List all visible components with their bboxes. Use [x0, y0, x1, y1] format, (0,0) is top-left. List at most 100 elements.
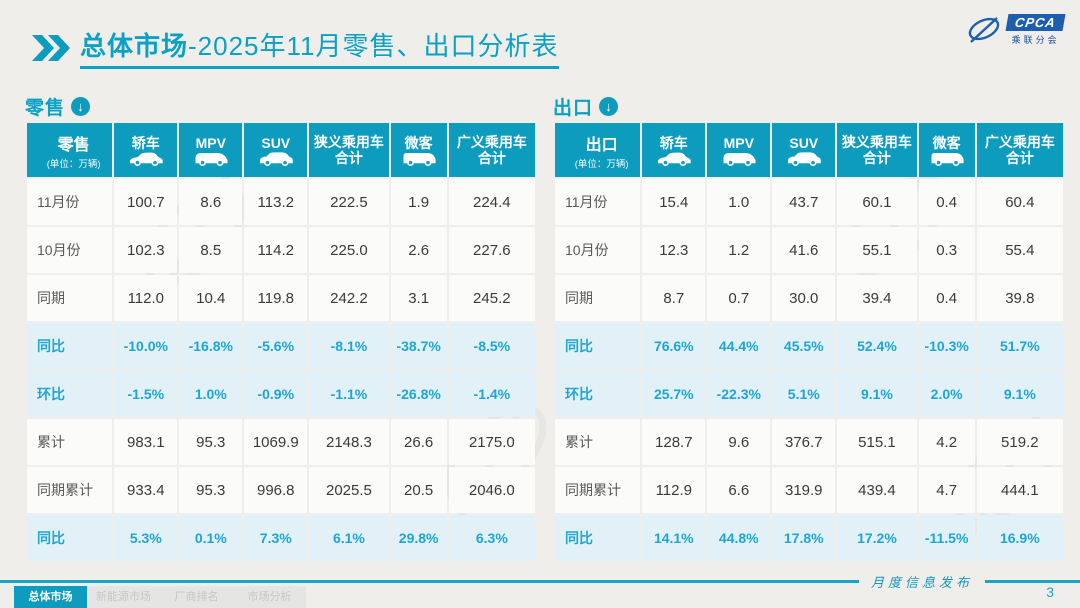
column-header: MPV [179, 123, 243, 177]
column-header: 轿车 [114, 123, 178, 177]
cell-value: 245.2 [448, 275, 535, 321]
row-label: 10月份 [555, 227, 641, 273]
cpca-swoosh-icon [968, 17, 1000, 43]
row-label: 同期累计 [555, 467, 641, 513]
cell-value: -26.8% [390, 371, 447, 417]
column-header: 轿车 [642, 123, 706, 177]
cell-value: -10.3% [918, 323, 975, 369]
row-label: 11月份 [27, 179, 113, 225]
cell-value: -1.5% [114, 371, 178, 417]
cell-value: 376.7 [772, 419, 836, 465]
cell-value: 439.4 [837, 467, 917, 513]
cell-value: 2175.0 [448, 419, 535, 465]
cell-value: 9.1% [976, 371, 1063, 417]
tab-3[interactable]: 市场分析 [233, 586, 306, 608]
cell-value: 113.2 [244, 179, 308, 225]
column-header: 广义乘用车 合计 [448, 123, 535, 177]
suv-icon [244, 151, 307, 166]
cell-value: 4.7 [918, 467, 975, 513]
cell-value: 5.3% [114, 515, 178, 561]
cell-value: 55.1 [837, 227, 917, 273]
cell-value: 1069.9 [244, 419, 308, 465]
cell-value: -8.1% [309, 323, 389, 369]
cell-value: 4.2 [918, 419, 975, 465]
cell-value: 515.1 [837, 419, 917, 465]
mpv-icon [179, 152, 242, 166]
column-header: 广义乘用车 合计 [976, 123, 1063, 177]
cell-value: 100.7 [114, 179, 178, 225]
footer-caption: 月度信息发布 [870, 575, 973, 590]
table-row: 11月份 100.7 8.6 113.2 222.5 1.9 224.4 [27, 179, 535, 225]
cell-value: 10.4 [179, 275, 243, 321]
cell-value: 7.3% [244, 515, 308, 561]
cell-value: 2148.3 [309, 419, 389, 465]
column-header: 狭义乘用车 合计 [309, 123, 389, 177]
row-label: 同期 [27, 275, 113, 321]
page-number: 3 [1046, 584, 1054, 600]
export-section-head: 出口 ↓ [553, 94, 1065, 119]
cell-value: 9.1% [837, 371, 917, 417]
column-header: SUV [772, 123, 836, 177]
table-row: 累计 983.1 95.3 1069.9 2148.3 26.6 2175.0 [27, 419, 535, 465]
minibus-icon [391, 152, 447, 166]
cell-value: 983.1 [114, 419, 178, 465]
page-header: 总体市场-2025年11月零售、出口分析表 [30, 26, 559, 69]
retail-section-head: 零售 ↓ [25, 94, 537, 119]
down-arrow-icon: ↓ [599, 96, 619, 116]
row-label: 环比 [555, 371, 641, 417]
row-label: 10月份 [27, 227, 113, 273]
row-label: 11月份 [555, 179, 641, 225]
row-label: 累计 [27, 419, 113, 465]
row-label: 同比 [555, 515, 641, 561]
retail-table: 零售 (单位：万辆) 轿车 MPV SUV 狭义乘用车 合计 微客 广义乘用车 合计 11月份 100… [25, 121, 537, 563]
cell-value: 444.1 [976, 467, 1063, 513]
cell-value: 6.1% [309, 515, 389, 561]
footer-tabs: 总体市场 新能源市场 厂商排名 市场分析 [14, 586, 306, 608]
sedan-icon [642, 152, 705, 166]
cell-value: 933.4 [114, 467, 178, 513]
cell-value: 519.2 [976, 419, 1063, 465]
tab-1[interactable]: 新能源市场 [87, 586, 160, 608]
tab-2[interactable]: 厂商排名 [160, 586, 233, 608]
cell-value: 16.9% [976, 515, 1063, 561]
cell-value: 60.1 [837, 179, 917, 225]
cell-value: 39.8 [976, 275, 1063, 321]
column-header: SUV [244, 123, 308, 177]
tab-0[interactable]: 总体市场 [14, 586, 87, 608]
cell-value: -1.1% [309, 371, 389, 417]
table-row: 同比 -10.0% -16.8% -5.6% -8.1% -38.7% -8.5% [27, 323, 535, 369]
cell-value: -16.8% [179, 323, 243, 369]
table-row: 同比 76.6% 44.4% 45.5% 52.4% -10.3% 51.7% [555, 323, 1063, 369]
row-label: 同期累计 [27, 467, 113, 513]
cell-value: 44.4% [707, 323, 771, 369]
cell-value: 0.1% [179, 515, 243, 561]
footer-rule: 月度信息发布 [0, 572, 1080, 591]
cell-value: -5.6% [244, 323, 308, 369]
cell-value: 26.6 [390, 419, 447, 465]
page-title-rest: -2025年11月零售、出口分析表 [188, 31, 559, 61]
cpca-logo-subtext: 乘联分会 [1011, 35, 1060, 45]
cell-value: 17.2% [837, 515, 917, 561]
export-table: 出口 (单位：万辆) 轿车 MPV SUV 狭义乘用车 合计 微客 广义乘用车 合计 11月份 15.… [553, 121, 1065, 563]
row-label: 同比 [27, 515, 113, 561]
retail-section-label: 零售 [25, 97, 66, 119]
cell-value: 1.9 [390, 179, 447, 225]
cell-value: 2046.0 [448, 467, 535, 513]
cell-value: 996.8 [244, 467, 308, 513]
cell-value: 1.0 [707, 179, 771, 225]
cell-value: 41.6 [772, 227, 836, 273]
cell-value: 1.0% [179, 371, 243, 417]
cell-value: 0.7 [707, 275, 771, 321]
cell-value: 95.3 [179, 419, 243, 465]
cell-value: -1.4% [448, 371, 535, 417]
page-title-bold: 总体市场 [80, 31, 189, 61]
double-chevron-icon [32, 34, 70, 61]
cell-value: 119.8 [244, 275, 308, 321]
cell-value: 6.3% [448, 515, 535, 561]
column-header: 微客 [390, 123, 447, 177]
minibus-icon [919, 152, 975, 166]
table-row: 11月份 15.4 1.0 43.7 60.1 0.4 60.4 [555, 179, 1063, 225]
table-row: 同比 14.1% 44.8% 17.8% 17.2% -11.5% 16.9% [555, 515, 1063, 561]
cell-value: 20.5 [390, 467, 447, 513]
